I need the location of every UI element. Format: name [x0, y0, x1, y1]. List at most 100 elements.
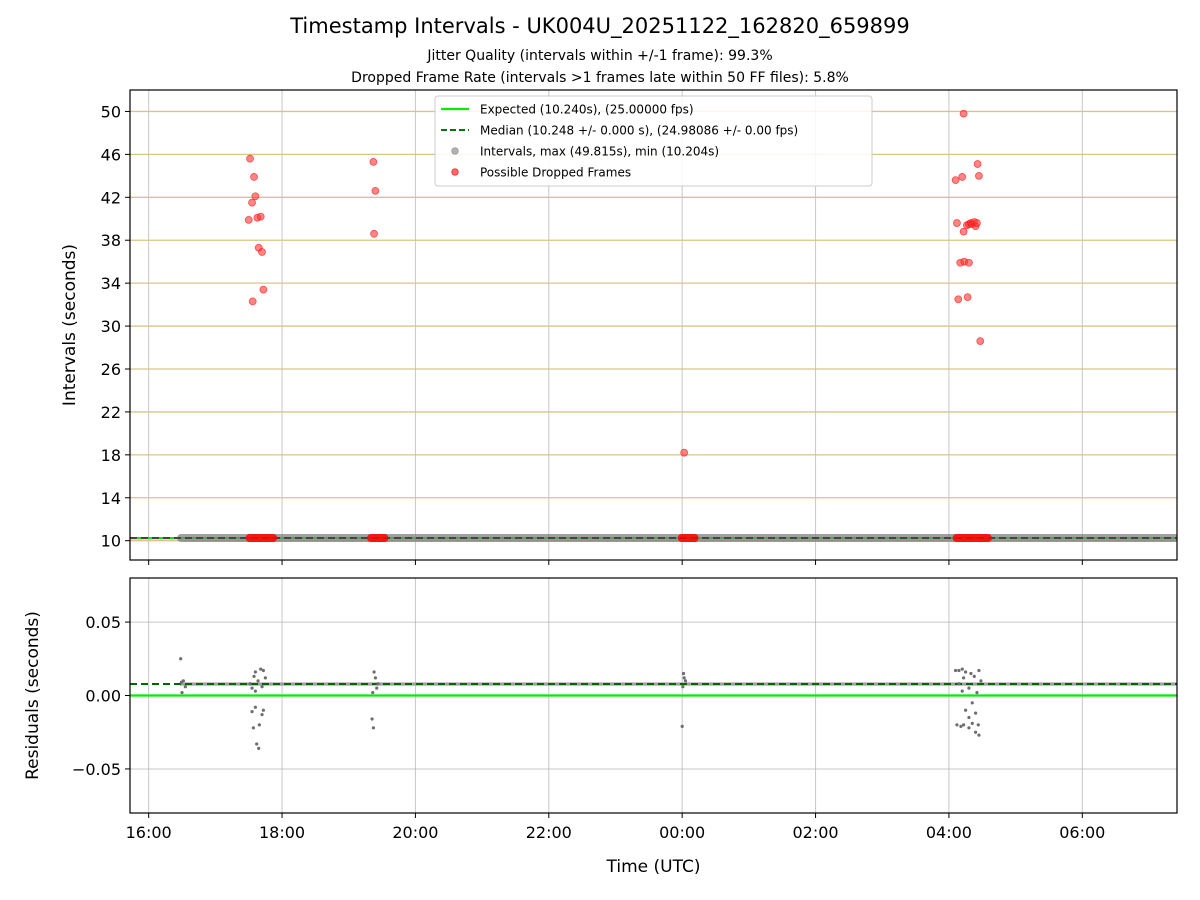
residual-point [253, 670, 257, 674]
residual-point [976, 723, 980, 727]
top-ytick-label: 42 [101, 188, 121, 207]
residual-point [977, 668, 981, 673]
dropped-frame-point [258, 248, 266, 256]
residual-point [979, 679, 983, 683]
top-ytick-label: 38 [101, 231, 121, 250]
residual-point [180, 690, 184, 695]
bottom-xtick-label: 18:00 [259, 823, 305, 842]
dropped-frame-point [973, 160, 982, 168]
residual-point [261, 668, 265, 673]
bottom-ytick-label: 0.00 [85, 687, 121, 706]
residual-point [250, 686, 254, 690]
dropped-frame-point [251, 192, 260, 201]
residual-point [257, 723, 261, 727]
dropped-frame-point [973, 219, 981, 227]
bottom-xtick-label: 20:00 [392, 823, 438, 842]
residual-point [256, 679, 260, 683]
top-ytick-label: 34 [101, 274, 121, 293]
dropped-frame-point [371, 186, 380, 195]
dropped-frame-point [248, 198, 256, 207]
top-intervals-band [177, 534, 1177, 543]
residual-point [375, 686, 379, 690]
chart-title: Timestamp Intervals - UK004U_20251122_16… [290, 14, 910, 38]
residual-point [953, 668, 958, 673]
top-ytick-label: 46 [101, 145, 121, 164]
residual-point [371, 690, 375, 695]
top-ytick-label: 26 [101, 360, 121, 379]
residual-point [969, 671, 973, 676]
residual-point [970, 701, 974, 705]
residual-point [261, 708, 265, 712]
residual-point [257, 746, 261, 750]
bottom-xtick-label: 16:00 [126, 823, 172, 842]
top-ytick-label: 22 [101, 403, 121, 422]
bottom-residual-band [180, 682, 1177, 686]
dropped-frame-point [976, 337, 985, 345]
legend-label: Median (10.248 +/- 0.000 s), (24.98086 +… [480, 124, 798, 138]
residual-point [255, 742, 259, 746]
top-ytick-label: 50 [101, 102, 121, 121]
residual-point [251, 726, 255, 730]
top-ytick-label: 18 [101, 446, 121, 465]
residual-point [248, 682, 252, 686]
dropped-frame-point [951, 176, 960, 185]
bottom-xtick-label: 22:00 [526, 823, 572, 842]
dropped-frame-point [959, 227, 968, 236]
dropped-frame-point [259, 285, 268, 294]
bottom-xtick-label: 04:00 [926, 823, 972, 842]
residual-point [179, 657, 183, 661]
dropped-frame-point [250, 173, 258, 181]
residual-point [181, 679, 185, 683]
residual-point [253, 705, 257, 709]
legend-marker-swatch [451, 168, 459, 176]
top-ytick-label: 30 [101, 317, 121, 336]
residual-point [260, 685, 264, 689]
chart-subtitle-jitter: Jitter Quality (intervals within +/-1 fr… [427, 48, 773, 64]
residual-point [959, 724, 963, 728]
residual-point [250, 710, 254, 714]
residual-point [967, 686, 971, 690]
dropped-frames-baseline-cluster [367, 534, 389, 543]
bottom-x-axis-label: Time (UTC) [606, 857, 701, 877]
dropped-frame-point [963, 293, 972, 302]
residual-point [682, 676, 686, 680]
dropped-frame-point [370, 229, 378, 238]
residual-point [957, 668, 961, 673]
bottom-xtick-label: 06:00 [1059, 823, 1105, 842]
dropped-frame-point [954, 295, 963, 304]
residual-point [683, 679, 688, 683]
residual-point [963, 670, 968, 674]
dropped-frame-point [958, 173, 967, 181]
residual-point [974, 711, 978, 715]
legend-label: Intervals, max (49.815s), min (10.204s) [480, 145, 719, 159]
residual-point [967, 726, 971, 730]
residual-point [253, 689, 257, 693]
residual-point [961, 676, 966, 680]
residual-point [376, 682, 380, 686]
residual-point [371, 726, 376, 730]
bottom-y-axis-label: Residuals (seconds) [23, 611, 43, 780]
top-ytick-label: 10 [101, 532, 121, 551]
top-y-axis-label: Intervals (seconds) [60, 244, 80, 406]
residual-point [259, 667, 263, 671]
residual-point [252, 674, 256, 679]
dropped-frame-point [975, 171, 983, 180]
residual-point [975, 690, 979, 695]
bottom-ytick-label: −0.05 [72, 760, 121, 779]
residual-point [974, 730, 978, 734]
residual-point [263, 676, 267, 680]
residual-point [977, 733, 981, 737]
dropped-frame-point [965, 258, 973, 267]
dropped-frames-baseline-cluster [952, 534, 992, 543]
residual-point [183, 685, 187, 689]
bottom-xtick-label: 00:00 [659, 823, 705, 842]
chart-subtitle-dropped: Dropped Frame Rate (intervals >1 frames … [351, 70, 849, 86]
legend-marker-swatch [451, 147, 459, 155]
dropped-frame-point [959, 109, 968, 118]
residual-point [972, 674, 976, 679]
dropped-frame-point [244, 215, 253, 224]
bottom-ytick-label: 0.05 [85, 613, 121, 632]
top-plot-area [130, 90, 1177, 560]
legend: Expected (10.240s), (25.00000 fps) Median… [434, 95, 873, 187]
